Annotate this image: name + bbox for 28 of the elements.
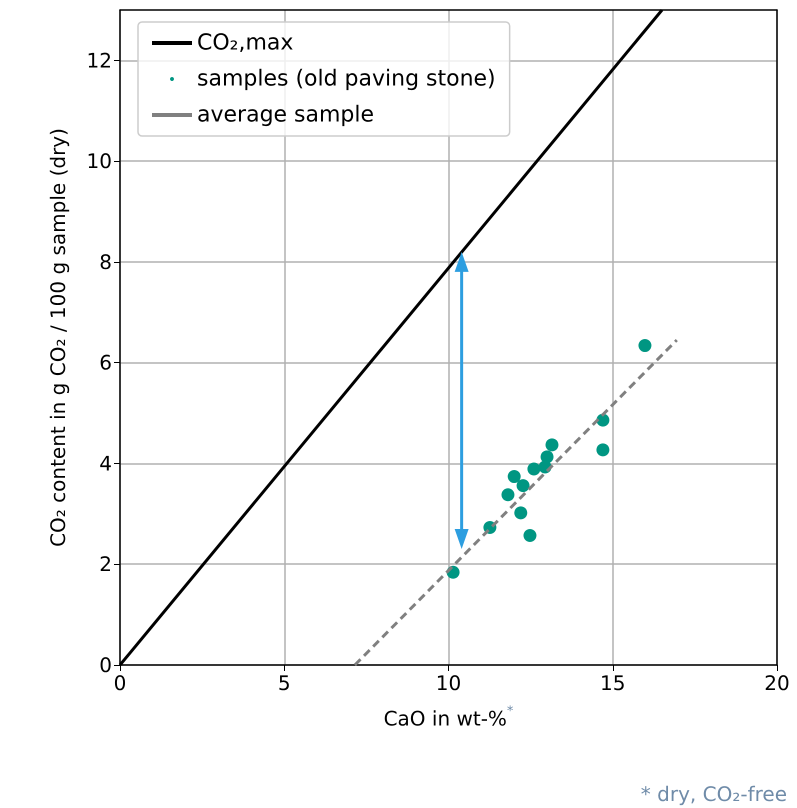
point <box>523 529 536 542</box>
point <box>540 450 554 464</box>
y-tick-label: 8 <box>99 250 112 274</box>
point <box>596 443 610 456</box>
point <box>501 488 514 502</box>
x-tick-label: 10 <box>436 671 462 695</box>
y-tick-label: 2 <box>99 552 112 576</box>
legend-label: samples (old paving stone) <box>197 66 496 92</box>
y-tick-label: 12 <box>86 48 112 72</box>
y-axis-title: CO₂ content in g CO₂ / 100 g sample (dry) <box>46 128 70 547</box>
x-tick-label: 5 <box>278 671 291 695</box>
y-tick-label: 6 <box>99 350 112 375</box>
x-tick-label: 15 <box>600 671 626 695</box>
x-tick-label: 0 <box>114 671 126 695</box>
point <box>527 462 540 476</box>
y-tick-label: 0 <box>99 653 112 677</box>
x-tick-label: 20 <box>764 671 790 695</box>
point <box>516 479 530 492</box>
y-tick-label: 4 <box>99 451 112 476</box>
x-axis-title: CaO in wt-%* <box>384 704 514 730</box>
legend-label: CO₂,max <box>197 30 294 56</box>
legend-label: average sample <box>197 102 374 128</box>
point <box>638 339 652 352</box>
y-tick-label: 10 <box>86 149 112 174</box>
point <box>508 470 521 484</box>
point <box>514 506 528 520</box>
point <box>545 438 558 452</box>
text: * dry, CO₂-free <box>640 782 787 806</box>
